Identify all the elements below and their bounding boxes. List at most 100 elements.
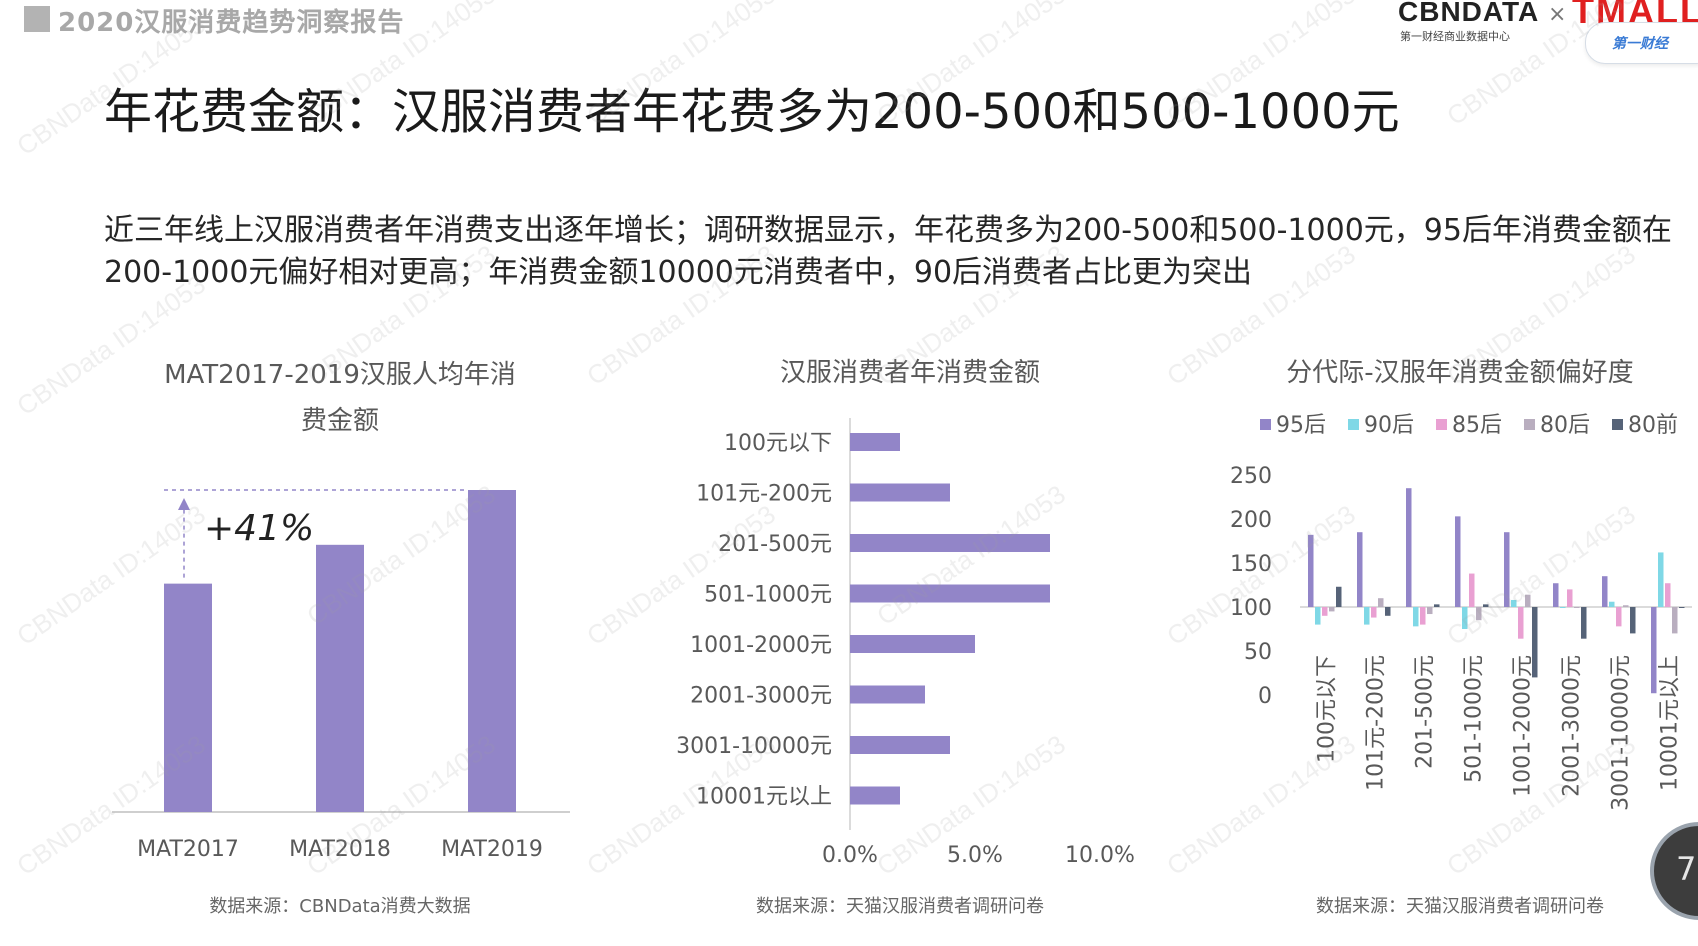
chart3-legend-label: 85后 [1452, 413, 1502, 438]
chart3-bar-80后 [1525, 594, 1531, 607]
chart3-bar-80后 [1378, 598, 1384, 607]
chart3-bar-85后 [1322, 607, 1328, 616]
chart3-bar-80后 [1574, 607, 1580, 608]
chart3-svg: 95后 90后 85后 80后 80前 0 50 100 150 200 250 100元以下 101元… [1230, 413, 1692, 811]
chart3-category-label: 201-500元 [1413, 655, 1438, 769]
yicai-pill-button[interactable]: 第一财经 [1585, 22, 1698, 64]
description-text: 近三年线上汉服消费者年消费支出逐年增长；调研数据显示，年花费多为200-500和… [104, 213, 1672, 290]
chart3-title: 分代际-汉服年消费金额偏好度 [1286, 358, 1634, 388]
chart3-bar-90后 [1560, 607, 1566, 608]
chart1-title-line1: MAT2017-2019汉服人均年消 [164, 360, 516, 390]
chart3-bar-95后 [1651, 607, 1657, 694]
chart1-svg: MAT2017 MAT2018 MAT2019 +41% [112, 489, 570, 862]
chart2-x-tick: 0.0% [822, 843, 878, 868]
chart2-bar-501-1000元 [850, 584, 1050, 603]
chart3-legend-swatch [1524, 419, 1535, 430]
chart3-bar-95后 [1504, 532, 1510, 607]
chart2-category-label: 101元-200元 [696, 482, 832, 507]
chart3-bar-95后 [1357, 532, 1363, 607]
chart3-bar-95后 [1455, 516, 1461, 607]
chart3-bar-80前 [1434, 604, 1440, 607]
chart3-source: 数据来源：天猫汉服消费者调研问卷 [1316, 896, 1604, 917]
chart3-bar-90后 [1609, 601, 1615, 607]
chart3-category-label: 101元-200元 [1364, 655, 1389, 791]
chart2-bar-100元以下 [850, 433, 900, 451]
yicai-pill-label: 第一财经 [1612, 36, 1668, 52]
chart2-title: 汉服消费者年消费金额 [779, 358, 1040, 388]
report-title: 2020汉服消费趋势洞察报告 [58, 8, 405, 38]
chart3-bar-80后 [1427, 607, 1433, 615]
page-title: 年花费金额：汉服消费者年花费多为200-500和500-1000元 [104, 84, 1400, 140]
chart2-category-label: 1001-2000元 [690, 633, 832, 658]
chart3-y-tick: 50 [1244, 640, 1272, 665]
chart3-bar-80后 [1476, 607, 1482, 621]
chart3-bar-85后 [1616, 607, 1622, 627]
chart3-bar-80前 [1679, 607, 1685, 608]
cbndata-logo-subtitle: 第一财经商业数据中心 [1400, 30, 1510, 43]
chart1-tick-label: MAT2018 [289, 837, 391, 862]
chart3-y-tick: 200 [1230, 508, 1272, 533]
chart2-category-label: 2001-3000元 [690, 684, 832, 709]
chart3-category-label: 1001-2000元 [1511, 655, 1536, 797]
chart3-bar-90后 [1462, 607, 1468, 629]
chart3-bar-90后 [1511, 599, 1517, 607]
chart3-bar-80后 [1623, 605, 1629, 607]
chart3-legend-swatch [1612, 419, 1623, 430]
chart3-bar-80前 [1630, 607, 1636, 634]
chart1-bar-MAT2017 [164, 583, 212, 812]
chart2-bar-2001-3000元 [850, 685, 925, 704]
chart3-bar-85后 [1518, 607, 1524, 639]
chart3-bar-85后 [1665, 583, 1671, 607]
chart1-source: 数据来源：CBNData消费大数据 [209, 896, 471, 917]
chart3-bar-95后 [1308, 534, 1314, 607]
chart1-bar-MAT2019 [468, 490, 516, 812]
page-number: 72 [1676, 850, 1698, 888]
chart2-bar-1001-2000元 [850, 635, 975, 653]
chart1-growth-label: +41% [204, 508, 314, 549]
chart3-y-tick: 0 [1258, 684, 1272, 709]
chart3-bar-85后 [1420, 607, 1426, 625]
chart1-tick-label: MAT2017 [137, 837, 239, 862]
chart3-bar-90后 [1658, 552, 1664, 607]
chart2-category-label: 501-1000元 [704, 583, 832, 608]
chart3-bar-80前 [1532, 607, 1538, 678]
chart3-bar-80后 [1329, 607, 1335, 612]
chart3-bar-90后 [1315, 607, 1321, 625]
chart3-bar-80前 [1581, 607, 1587, 639]
chart3-category-label: 2001-3000元 [1560, 655, 1585, 797]
chart3-category-label: 10001元以上 [1658, 655, 1683, 791]
chart2-bar-10001元以上 [850, 786, 900, 805]
chart3-legend-swatch [1348, 419, 1359, 430]
chart3-category-label: 501-1000元 [1462, 655, 1487, 783]
chart3-legend-label: 80后 [1540, 413, 1590, 438]
header-square-icon [24, 6, 50, 32]
chart3-bar-95后 [1602, 576, 1608, 607]
cbndata-logo: CBNDATA [1398, 0, 1540, 27]
chart2-x-tick: 5.0% [947, 843, 1003, 868]
chart3-legend-label: 95后 [1276, 413, 1326, 438]
chart3-category-label: 3001-10000元 [1609, 655, 1634, 811]
chart3-legend-label: 80前 [1628, 413, 1678, 438]
chart2-bar-3001-10000元 [850, 736, 950, 754]
chart1-title: MAT2017-2019汉服人均年消 费金额 [110, 352, 570, 444]
chart2-bar-101元-200元 [850, 483, 950, 502]
chart2-x-tick: 10.0% [1065, 843, 1135, 868]
chart3-bar-80后 [1672, 607, 1678, 634]
chart3-bar-95后 [1553, 583, 1559, 607]
chart2-category-label: 3001-10000元 [676, 734, 832, 759]
chart3-bar-80前 [1336, 586, 1342, 607]
chart3-bar-85后 [1469, 573, 1475, 607]
chart3-bar-85后 [1371, 607, 1377, 618]
logo-separator: × [1548, 2, 1567, 27]
chart3-bar-80前 [1385, 607, 1391, 616]
chart2-category-label: 201-500元 [718, 532, 832, 557]
chart3-bar-90后 [1413, 607, 1419, 627]
chart2-category-label: 100元以下 [724, 431, 832, 456]
chart3-bar-90后 [1364, 607, 1370, 625]
chart3-bar-80前 [1483, 604, 1489, 607]
chart2-category-label: 10001元以上 [696, 785, 832, 810]
chart3-y-tick: 250 [1230, 464, 1272, 489]
chart1-growth-arrow-icon [178, 498, 190, 510]
chart3-y-tick: 150 [1230, 552, 1272, 577]
chart3-legend-label: 90后 [1364, 413, 1414, 438]
